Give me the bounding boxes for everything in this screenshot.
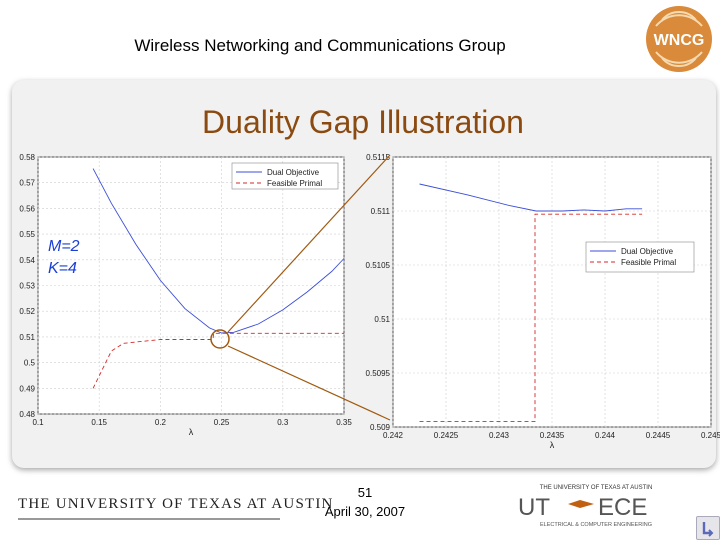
legend-box [585, 241, 695, 273]
x-tick-label: 0.3 [277, 418, 289, 427]
zoom-line-top [227, 154, 391, 333]
logo-text: WNCG [654, 32, 705, 49]
y-tick-label: 0.51 [374, 315, 390, 324]
annotation-m: M=2 [48, 238, 80, 255]
y-tick-label: 0.54 [19, 256, 35, 265]
wncg-logo: WNCG [646, 6, 712, 72]
slide-title: Duality Gap Illustration [202, 104, 524, 140]
y-tick-label: 0.56 [19, 204, 35, 213]
y-tick-label: 0.48 [19, 410, 35, 419]
y-tick-label: 0.53 [19, 282, 35, 291]
x-tick-label: 0.35 [336, 418, 352, 427]
y-tick-label: 0.511 [371, 207, 391, 216]
ut-ece-logo: THE UNIVERSITY OF TEXAS AT AUSTIN UT ECE… [514, 485, 678, 528]
x-tick-label: 0.15 [91, 418, 107, 427]
y-tick-label: 0.5105 [366, 261, 391, 270]
x-tick-label: 0.242 [383, 431, 404, 440]
y-tick-label: 0.5 [24, 359, 36, 368]
utece-bottom-text: ELECTRICAL & COMPUTER ENGINEERING [540, 522, 652, 528]
legend-entry: Feasible Primal [267, 179, 322, 188]
x-tick-label: 0.2 [155, 418, 167, 427]
y-tick-label: 0.51 [19, 333, 35, 342]
slide-date: April 30, 2007 [324, 504, 406, 519]
series-line-dual-objective [92, 168, 345, 334]
series-line-feasible-primal [419, 213, 643, 423]
y-tick-label: 0.49 [19, 384, 35, 393]
legend-entry: Feasible Primal [621, 258, 676, 267]
utece-ece: ECE [598, 494, 647, 521]
logo-circle [646, 6, 712, 72]
y-tick-label: 0.57 [19, 179, 35, 188]
longhorn-icon [568, 500, 594, 508]
x-tick-label: 0.2435 [540, 431, 565, 440]
group-name: Wireless Networking and Communications G… [134, 36, 506, 55]
y-tick-label: 0.52 [19, 307, 35, 316]
university-wordmark: THE UNIVERSITY OF TEXAS AT AUSTIN [18, 496, 334, 512]
legend-entry: Dual Objective [267, 168, 320, 177]
y-tick-label: 0.5095 [366, 369, 391, 378]
zoom-line-bottom [227, 345, 391, 421]
x-tick-label: 0.243 [489, 431, 510, 440]
utece-top-text: THE UNIVERSITY OF TEXAS AT AUSTIN [540, 485, 653, 491]
y-tick-label: 0.58 [19, 153, 35, 162]
parameter-annotation: M=2 K=4 [48, 236, 80, 280]
legend-box [231, 162, 339, 190]
y-tick-label: 0.55 [19, 230, 35, 239]
zoom-circle [210, 329, 230, 349]
annotation-k: K=4 [48, 260, 77, 277]
series-line-dual-objective [419, 183, 643, 212]
utece-ut: UT [518, 494, 550, 521]
x-tick-label: 0.2425 [434, 431, 459, 440]
x-tick-label: 0.245 [701, 431, 720, 440]
x-axis-label: λ [189, 427, 194, 437]
y-tick-label: 0.509 [370, 423, 391, 432]
x-tick-label: 0.1 [32, 418, 44, 427]
legend-entry: Dual Objective [621, 247, 674, 256]
page-number: 51 [357, 485, 373, 500]
x-axis-label: λ [550, 440, 555, 450]
x-tick-label: 0.2445 [646, 431, 671, 440]
navigation-icon[interactable] [696, 516, 720, 540]
y-tick-label: 0.5115 [366, 153, 390, 162]
x-tick-label: 0.244 [595, 431, 616, 440]
wordmark-underline [18, 518, 280, 520]
series-line-feasible-primal [92, 332, 344, 389]
x-tick-label: 0.25 [214, 418, 230, 427]
